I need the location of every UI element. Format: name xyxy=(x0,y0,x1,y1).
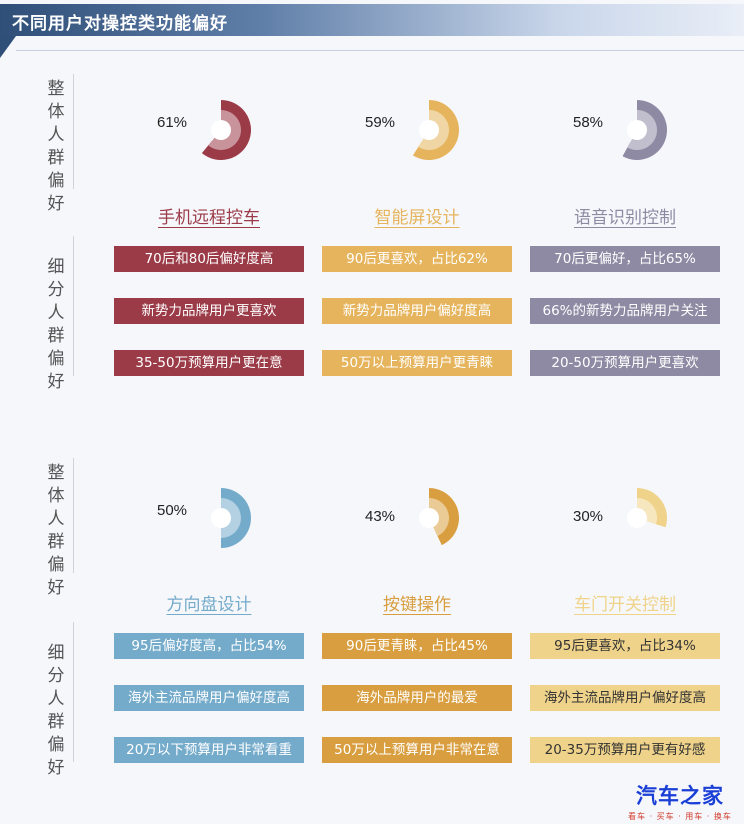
segment-preference-label-char: 好 xyxy=(47,758,65,778)
overall-preference-label-char: 体 xyxy=(47,486,65,506)
segment-preference-label-char: 细 xyxy=(47,257,65,277)
donut-svg xyxy=(211,488,251,548)
segment-preference-label-char: 群 xyxy=(47,326,65,346)
feature-title: 手机远程控车 xyxy=(158,208,260,228)
donut-svg xyxy=(627,488,667,528)
overall-divider xyxy=(73,458,74,573)
overall-preference-label-char: 体 xyxy=(47,102,65,122)
donut-svg xyxy=(201,100,251,160)
segment-insight-bar: 海外主流品牌用户偏好度高 xyxy=(530,685,720,711)
segment-preference-label: 细分人群偏好 xyxy=(44,256,68,394)
overall-preference-label: 整体人群偏好 xyxy=(44,78,68,216)
segment-insight-bar: 海外主流品牌用户偏好度高 xyxy=(114,685,304,711)
donut-hole xyxy=(211,508,231,528)
segment-preference-label-char: 偏 xyxy=(47,349,65,369)
feature-title: 语音识别控制 xyxy=(574,208,676,228)
segment-insight-bar: 海外品牌用户的最爱 xyxy=(322,685,512,711)
preference-donut xyxy=(565,478,685,558)
overall-preference-label-char: 偏 xyxy=(47,555,65,575)
segment-insight-bar: 20-35万预算用户更有好感 xyxy=(530,737,720,763)
segment-preference-label-char: 群 xyxy=(47,712,65,732)
overall-preference-label-char: 好 xyxy=(47,194,65,214)
segment-insight-bar: 66%的新势力品牌用户关注 xyxy=(530,298,720,324)
donut-inner-ring xyxy=(418,110,449,150)
donut-svg xyxy=(622,100,667,160)
segment-insight-bar: 50万以上预算用户非常在意 xyxy=(322,737,512,763)
segment-insight-bar: 新势力品牌用户偏好度高 xyxy=(322,298,512,324)
feature-title: 方向盘设计 xyxy=(166,595,252,615)
preference-donut xyxy=(149,90,269,170)
segment-insight-bar: 50万以上预算用户更青睐 xyxy=(322,350,512,376)
donut-inner-ring xyxy=(637,498,657,525)
segment-insight-bar: 90后更青睐，占比45% xyxy=(322,633,512,659)
segment-divider xyxy=(73,236,74,376)
segment-preference-label-char: 分 xyxy=(47,280,65,300)
segment-insight-bar: 90后更喜欢，占比62% xyxy=(322,246,512,272)
segment-preference-label-char: 好 xyxy=(47,372,65,392)
segment-insight-bar: 20-50万预算用户更喜欢 xyxy=(530,350,720,376)
segment-preference-label-char: 偏 xyxy=(47,735,65,755)
donut-hole xyxy=(419,120,439,140)
overall-preference-label-char: 人 xyxy=(47,509,65,529)
donut-svg xyxy=(412,100,459,160)
segment-insight-bar: 95后更喜欢，占比34% xyxy=(530,633,720,659)
header-bar xyxy=(0,4,744,36)
donut-inner-ring xyxy=(208,110,242,150)
preference-donut xyxy=(149,478,269,558)
percent-label: 61% xyxy=(157,114,188,131)
percent-label: 43% xyxy=(365,508,396,525)
header-divider xyxy=(16,50,744,51)
overall-preference-label-char: 整 xyxy=(47,463,65,483)
donut-hole xyxy=(627,120,647,140)
logo-tagline: 看车 · 买车 · 用车 · 换车 xyxy=(628,812,732,821)
feature-title: 智能屏设计 xyxy=(374,208,460,228)
overall-preference-label-char: 好 xyxy=(47,578,65,598)
donut-hole xyxy=(627,508,647,528)
preference-donut xyxy=(357,90,477,170)
segment-insight-bar: 70后更偏好，占比65% xyxy=(530,246,720,272)
logo-wordmark: 汽车之家 xyxy=(636,784,724,808)
segment-preference-label-char: 分 xyxy=(47,666,65,686)
donut-inner-ring xyxy=(627,110,657,150)
preference-donut xyxy=(565,90,685,170)
feature-title: 车门开关控制 xyxy=(574,595,676,615)
segment-preference-label-char: 人 xyxy=(47,689,65,709)
segment-insight-bar: 70后和80后偏好度高 xyxy=(114,246,304,272)
segment-insight-bar: 95后偏好度高，占比54% xyxy=(114,633,304,659)
autohome-logo: 汽车之家 看车 · 买车 · 用车 · 换车 xyxy=(628,780,732,822)
overall-preference-label-char: 群 xyxy=(47,148,65,168)
percent-label: 50% xyxy=(157,502,188,519)
segment-divider xyxy=(73,622,74,762)
segment-preference-label-char: 细 xyxy=(47,643,65,663)
header-notch xyxy=(0,36,16,58)
donut-hole xyxy=(211,120,231,140)
segment-preference-label-char: 人 xyxy=(47,303,65,323)
percent-label: 58% xyxy=(573,114,604,131)
section-header: 不同用户对操控类功能偏好 xyxy=(0,0,744,58)
feature-title: 按键操作 xyxy=(383,595,451,615)
donut-svg xyxy=(419,488,459,546)
segment-insight-bar: 35-50万预算用户更在意 xyxy=(114,350,304,376)
page-title: 不同用户对操控类功能偏好 xyxy=(12,14,228,34)
overall-preference-label-char: 整 xyxy=(47,79,65,99)
preference-donut xyxy=(357,478,477,558)
overall-divider xyxy=(73,74,74,189)
segment-preference-label: 细分人群偏好 xyxy=(44,642,68,780)
overall-preference-label-char: 偏 xyxy=(47,171,65,191)
donut-hole xyxy=(419,508,439,528)
percent-label: 59% xyxy=(365,114,396,131)
percent-label: 30% xyxy=(573,508,604,525)
overall-preference-label-char: 群 xyxy=(47,532,65,552)
overall-preference-label: 整体人群偏好 xyxy=(44,462,68,600)
segment-insight-bar: 新势力品牌用户更喜欢 xyxy=(114,298,304,324)
segment-insight-bar: 20万以下预算用户非常看重 xyxy=(114,737,304,763)
overall-preference-label-char: 人 xyxy=(47,125,65,145)
